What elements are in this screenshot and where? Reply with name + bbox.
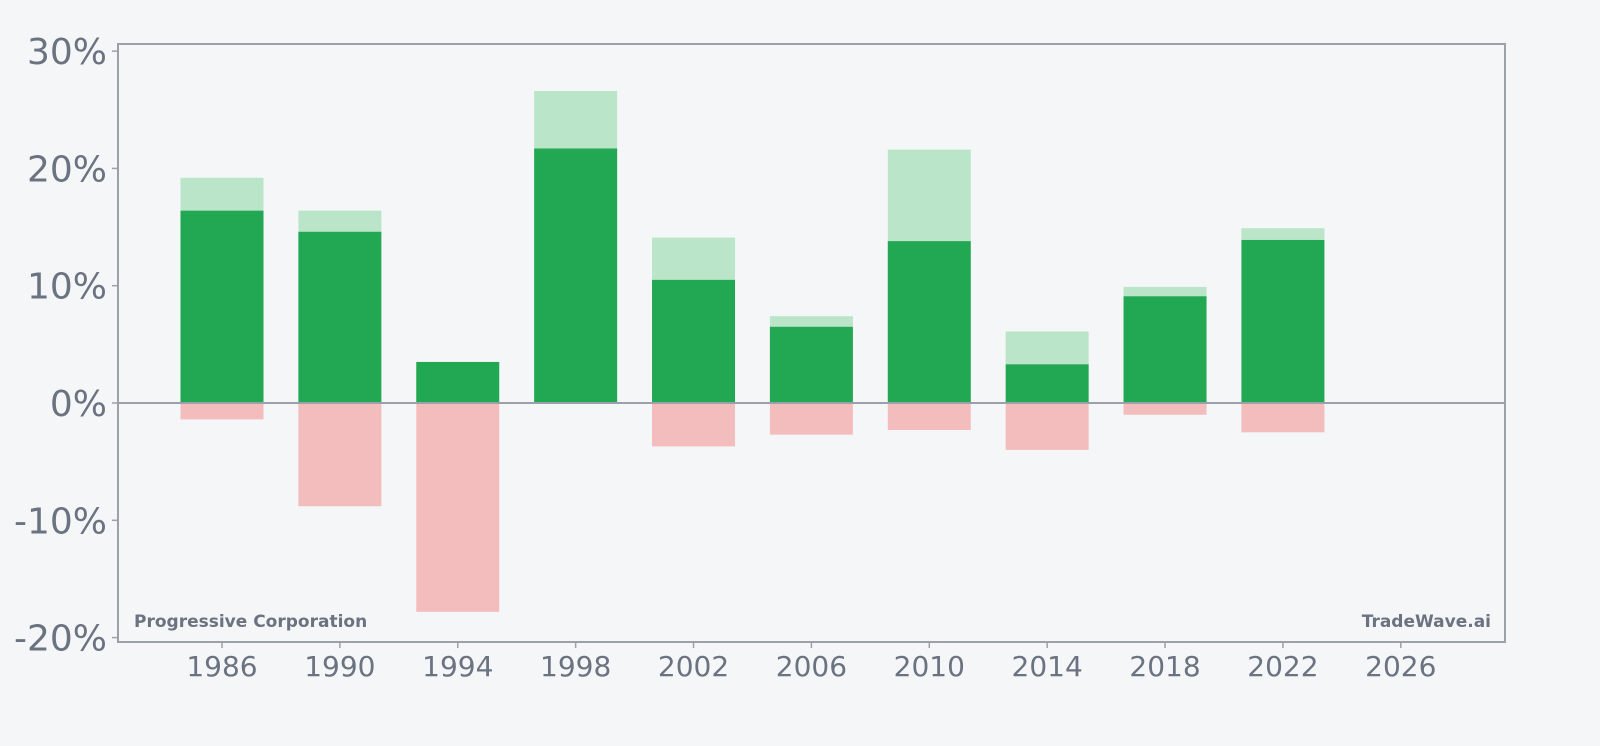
x-tick-label: 2022 (1247, 650, 1318, 683)
bar-group-1998 (534, 90, 618, 403)
drawdown-bar (298, 404, 382, 507)
x-tick-label: 1990 (304, 650, 375, 683)
drawdown-bar (1005, 404, 1089, 450)
bars-group (180, 90, 1325, 612)
x-tick-label: 1994 (422, 650, 493, 683)
x-tick-label: 2014 (1012, 650, 1083, 683)
y-tick-label: 10% (27, 267, 107, 308)
max-gain-bar (769, 316, 853, 327)
y-axis: 30% 20% 10% 0% -10% -20% (14, 32, 118, 660)
bar-group-1990 (298, 210, 382, 507)
y-tick-label: 0% (50, 384, 107, 425)
x-tick-label: 2018 (1129, 650, 1200, 683)
bar-group-1986 (180, 177, 264, 420)
brand-watermark: TradeWave.ai (1362, 612, 1491, 632)
drawdown-bar (887, 404, 971, 430)
bar-group-2006 (769, 316, 853, 435)
max-gain-bar (534, 90, 618, 149)
return-bar (1123, 296, 1207, 403)
max-gain-bar (887, 149, 971, 242)
x-tick-label: 1986 (186, 650, 257, 683)
x-tick-label: 1998 (540, 650, 611, 683)
x-tick-label: 2002 (658, 650, 729, 683)
bar-group-2018 (1123, 286, 1207, 415)
x-tick-label: 2026 (1365, 650, 1436, 683)
drawdown-bar (180, 404, 264, 420)
x-tick-label: 2010 (894, 650, 965, 683)
y-tick-label: 30% (27, 32, 107, 73)
y-tick-label: -20% (14, 619, 107, 660)
company-watermark: Progressive Corporation (134, 612, 367, 632)
return-bar (416, 361, 500, 403)
drawdown-bar (416, 404, 500, 612)
return-bar (298, 231, 382, 403)
max-gain-bar (1005, 331, 1089, 365)
max-gain-bar (1241, 228, 1325, 240)
return-bar (180, 210, 264, 403)
bar-group-1994 (416, 361, 500, 612)
return-bar (652, 279, 736, 403)
max-gain-bar (1123, 286, 1207, 297)
return-bar (887, 241, 971, 403)
max-gain-bar (652, 237, 736, 280)
bar-group-2002 (652, 237, 736, 447)
return-bar (1241, 239, 1325, 403)
y-tick-label: -10% (14, 501, 107, 542)
max-gain-bar (180, 177, 264, 211)
drawdown-bar (1123, 404, 1207, 415)
y-tick-label: 20% (27, 149, 107, 190)
max-gain-bar (298, 210, 382, 232)
return-bar (769, 326, 853, 403)
bar-group-2014 (1005, 331, 1089, 450)
bar-group-2022 (1241, 228, 1325, 433)
x-tick-label: 2006 (776, 650, 847, 683)
x-axis: 1986 1990 1994 1998 2002 2006 2010 2014 2018 2022… (186, 642, 1436, 683)
drawdown-bar (652, 404, 736, 447)
return-bar (534, 148, 618, 403)
return-bar (1005, 364, 1089, 403)
bar-group-2010 (887, 149, 971, 430)
drawdown-bar (1241, 404, 1325, 433)
drawdown-bar (769, 404, 853, 435)
